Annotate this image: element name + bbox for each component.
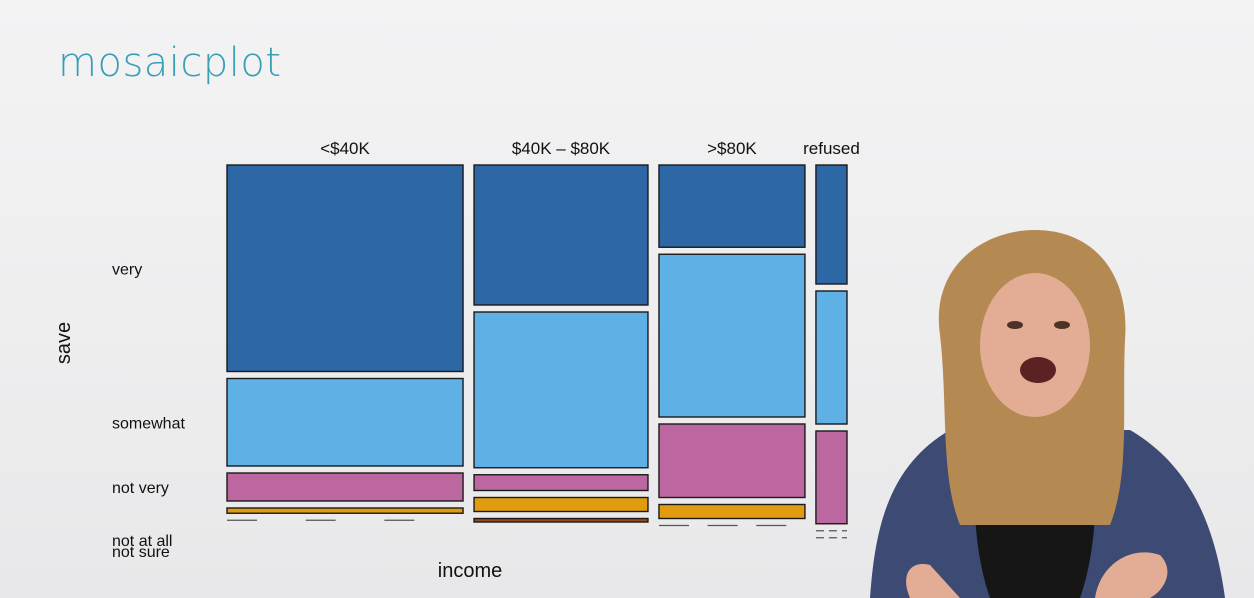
mosaic-tile — [226, 164, 464, 373]
row-label: not at all — [112, 533, 172, 550]
mosaic-tile — [473, 311, 649, 469]
presenter-figure — [870, 230, 1225, 598]
mosaic-tile — [815, 164, 848, 285]
x-axis-label: income — [438, 560, 502, 582]
mosaic-tile — [658, 423, 806, 499]
column-label: $40K – $80K — [512, 139, 611, 158]
mosaic-tile — [226, 507, 464, 514]
mosaic-tile — [226, 377, 464, 467]
mosaic-tiles — [226, 164, 848, 539]
mosaic-tile — [473, 496, 649, 513]
mosaic-tile — [815, 430, 848, 525]
row-label: not very — [112, 480, 169, 497]
mosaic-tile — [473, 474, 649, 492]
mosaic-tile — [815, 290, 848, 425]
mosaic-tile — [658, 253, 806, 418]
mosaic-tile — [473, 164, 649, 306]
column-labels: <$40K $40K – $80K >$80K refused — [320, 139, 860, 158]
row-label: very — [112, 261, 142, 278]
column-label: refused — [803, 139, 860, 158]
slide-title: mosaicplot — [58, 40, 282, 86]
row-label: somewhat — [112, 415, 185, 432]
column-label: <$40K — [320, 139, 370, 158]
mosaic-tile — [658, 503, 806, 520]
mosaic-tile — [658, 164, 806, 248]
row-label: not sure — [112, 544, 170, 561]
mosaic-tile — [226, 472, 464, 502]
mosaic-tile — [473, 517, 649, 523]
column-label: >$80K — [707, 139, 757, 158]
y-axis-label: save — [53, 322, 75, 364]
